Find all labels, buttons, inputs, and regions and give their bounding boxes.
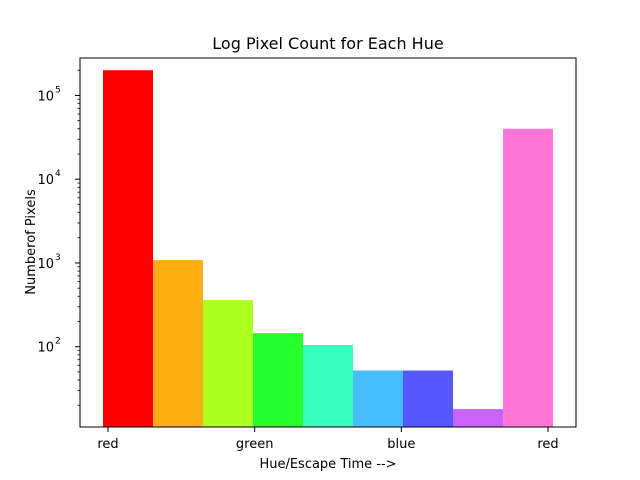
y-tick-exponent: 4 [55,169,61,179]
bar-2 [153,260,203,427]
y-axis-label: Numberof Pixels [24,189,39,295]
bar-9 [503,128,553,427]
plot-frame [79,57,577,428]
y-tick-exponent: 5 [55,85,61,95]
bars-group [103,70,553,427]
x-tick-label: red [97,437,118,452]
chart-title: Log Pixel Count for Each Hue [212,34,443,53]
y-tick-label: 10 [37,173,54,188]
y-tick-exponent: 3 [55,253,61,263]
bar-7 [403,370,453,427]
bar-1 [103,70,153,427]
bar-5 [303,344,353,427]
bar-4 [253,333,303,427]
y-tick-label: 10 [37,257,54,272]
y-tick-exponent: 2 [55,337,61,347]
bar-3 [203,300,253,427]
bar-6 [353,370,403,427]
y-tick-label: 10 [37,89,54,104]
x-tick-label: red [537,437,558,452]
x-axis: red green blue red [97,427,559,452]
y-tick-label: 10 [37,341,54,356]
bar-8 [453,409,503,427]
x-tick-label: green [236,437,274,452]
x-tick-label: blue [387,437,415,452]
x-axis-label: Hue/Escape Time --> [259,457,396,472]
